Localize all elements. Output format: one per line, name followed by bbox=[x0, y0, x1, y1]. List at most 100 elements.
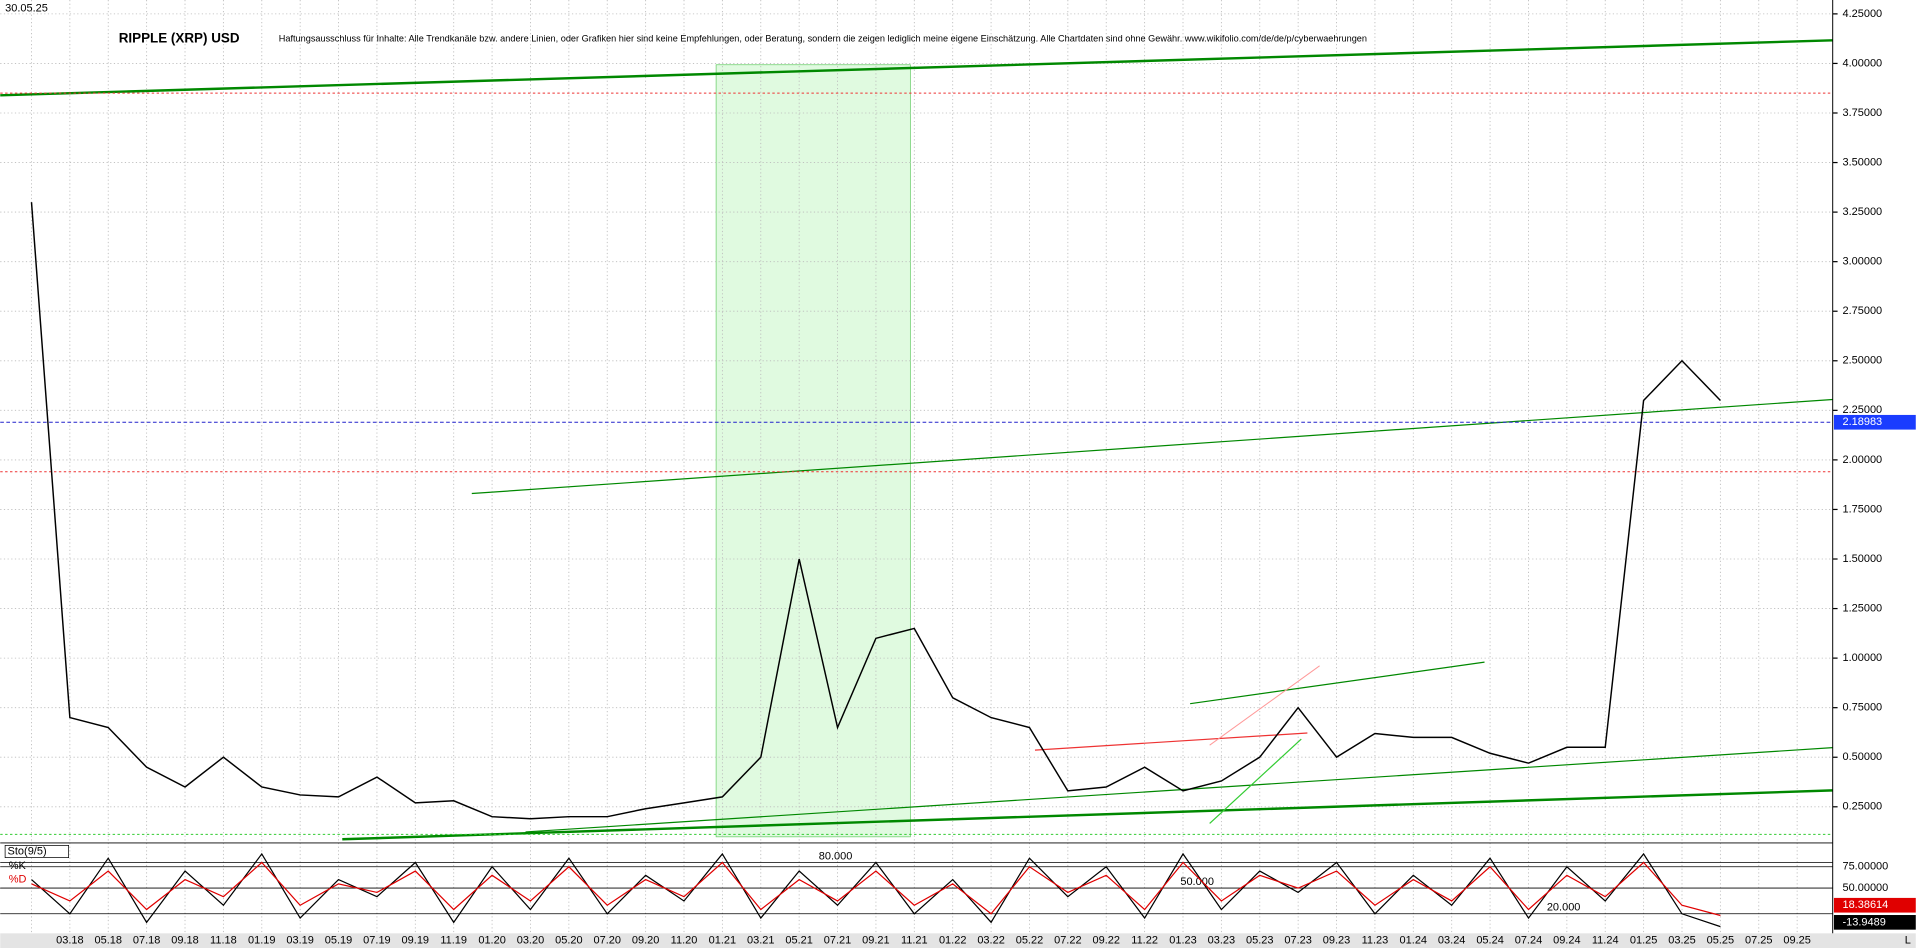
disclaimer: Haftungsausschluss für Inhalte: Alle Tre… bbox=[279, 34, 1367, 44]
x-tick-label: 07.23 bbox=[1284, 935, 1312, 947]
trendline bbox=[1209, 738, 1302, 824]
highlight-zone bbox=[715, 64, 911, 838]
end-value-box bbox=[1833, 897, 1916, 913]
x-tick-label: 07.18 bbox=[133, 935, 161, 947]
stoch-line bbox=[31, 861, 1721, 917]
x-tick-label: 03.18 bbox=[56, 935, 84, 947]
level-label: 50.000 bbox=[1180, 876, 1214, 888]
x-tick-label: 01.23 bbox=[1169, 935, 1197, 947]
x-tick-label: 05.22 bbox=[1016, 935, 1044, 947]
x-tick-label: 05.18 bbox=[94, 935, 122, 947]
x-tick-label: 11.19 bbox=[440, 935, 467, 947]
x-tick-label: 05.19 bbox=[325, 935, 353, 947]
y-tick-label: 3.00000 bbox=[1842, 256, 1882, 268]
y-tick-label: 75.00000 bbox=[1842, 861, 1888, 873]
stoch-line bbox=[31, 852, 1721, 928]
legend-label: %D bbox=[9, 873, 27, 885]
x-tick-label: 03.20 bbox=[517, 935, 545, 947]
y-tick-label: 4.00000 bbox=[1842, 57, 1882, 69]
x-tick-label: 07.21 bbox=[824, 935, 852, 947]
x-tick-label: 01.24 bbox=[1400, 935, 1427, 947]
x-tick-label: 09.20 bbox=[632, 935, 660, 947]
end-value-label: -13.9489 bbox=[1842, 916, 1885, 928]
trendline bbox=[1034, 732, 1308, 751]
y-tick-label: 3.75000 bbox=[1842, 107, 1882, 119]
x-tick-label: 09.24 bbox=[1553, 935, 1581, 947]
x-tick-label: 11.18 bbox=[210, 935, 237, 947]
x-tick-label: 07.22 bbox=[1054, 935, 1082, 947]
x-tick-label: 11.22 bbox=[1131, 935, 1158, 947]
current-box bbox=[1833, 414, 1916, 430]
trendline bbox=[471, 398, 1833, 495]
trendline bbox=[1209, 665, 1320, 746]
x-tick-label: 05.23 bbox=[1246, 935, 1274, 947]
y-tick-label: 1.25000 bbox=[1842, 602, 1882, 614]
x-tick-label: 09.19 bbox=[402, 935, 430, 947]
x-tick-label: 11.24 bbox=[1592, 935, 1619, 947]
x-tick-label: 11.23 bbox=[1362, 935, 1389, 947]
trendlines bbox=[0, 39, 1833, 841]
trendline bbox=[0, 39, 1833, 97]
y-tick-label: 2.25000 bbox=[1842, 404, 1882, 416]
y-tick-label: 2.50000 bbox=[1842, 355, 1882, 367]
x-tick-label: 07.20 bbox=[593, 935, 621, 947]
y-tick-label: 2.00000 bbox=[1842, 454, 1882, 466]
x-tick-label: 11.21 bbox=[901, 935, 928, 947]
grid-layer bbox=[0, 0, 1833, 934]
x-tick-label: 05.25 bbox=[1707, 935, 1734, 947]
x-tick-label: 05.21 bbox=[785, 935, 813, 947]
y-tick-label: 0.75000 bbox=[1842, 702, 1882, 714]
x-tick-label: 07.25 bbox=[1745, 935, 1772, 947]
y-tick-label: 1.75000 bbox=[1842, 503, 1882, 515]
x-tick-label: 03.23 bbox=[1208, 935, 1236, 947]
y-tick-label: 3.25000 bbox=[1842, 206, 1882, 218]
y-tick-label: 1.50000 bbox=[1842, 553, 1882, 565]
y-tick-label: 1.00000 bbox=[1842, 652, 1882, 664]
x-tick-label: 07.19 bbox=[363, 935, 391, 947]
trendline bbox=[1190, 661, 1485, 705]
x-tick-label: 05.20 bbox=[555, 935, 583, 947]
x-tick-label: 01.25 bbox=[1630, 935, 1657, 947]
x-tick-label: 03.21 bbox=[747, 935, 775, 947]
y-tick-label: 0.50000 bbox=[1842, 751, 1882, 763]
x-tick-label: 07.24 bbox=[1515, 935, 1543, 947]
trendline bbox=[525, 747, 1833, 833]
x-tick-label: 11.20 bbox=[671, 935, 698, 947]
chart-title: RIPPLE (XRP) USD bbox=[119, 31, 240, 46]
x-tick-label: 03.25 bbox=[1668, 935, 1695, 947]
trendline bbox=[342, 789, 1833, 841]
y-tick-label: 0.25000 bbox=[1842, 801, 1882, 813]
x-tick-label: 03.24 bbox=[1438, 935, 1465, 947]
y-tick-label: 4.25000 bbox=[1842, 8, 1882, 20]
x-tick-label: 01.19 bbox=[248, 935, 276, 947]
x-tick-label: 09.21 bbox=[862, 935, 890, 947]
end-value-label: 18.38614 bbox=[1842, 899, 1888, 911]
x-tick-label: 01.22 bbox=[939, 935, 967, 947]
legend-label: %K bbox=[9, 860, 27, 872]
x-tick-label: 09.25 bbox=[1783, 935, 1810, 947]
indicator-title: Sto(9/5) bbox=[8, 845, 47, 857]
level-label: 80.000 bbox=[819, 850, 853, 862]
y-tick-label: 50.00000 bbox=[1842, 882, 1888, 894]
price-line bbox=[30, 202, 1721, 820]
end-value-box bbox=[1833, 915, 1916, 930]
x-tick-label: 01.20 bbox=[478, 935, 506, 947]
x-tick-label: 03.22 bbox=[977, 935, 1005, 947]
x-tick-label: 09.22 bbox=[1092, 935, 1120, 947]
x-axis-band bbox=[0, 933, 1916, 948]
x-tick-label: 09.23 bbox=[1323, 935, 1351, 947]
x-tick-label: 09.18 bbox=[171, 935, 199, 947]
indicator-box bbox=[4, 845, 70, 858]
x-tick-label: 01.21 bbox=[709, 935, 737, 947]
x-tick-label: 03.19 bbox=[286, 935, 313, 947]
x-tick-label: 05.24 bbox=[1476, 935, 1503, 947]
current-label: 2.18983 bbox=[1842, 416, 1882, 428]
date: 30.05.25 bbox=[5, 2, 48, 14]
y-tick-label: 2.75000 bbox=[1842, 305, 1882, 317]
y-tick-label: 3.50000 bbox=[1842, 156, 1882, 168]
axis-corner: L bbox=[1905, 935, 1911, 947]
level-label: 20.000 bbox=[1547, 902, 1581, 914]
